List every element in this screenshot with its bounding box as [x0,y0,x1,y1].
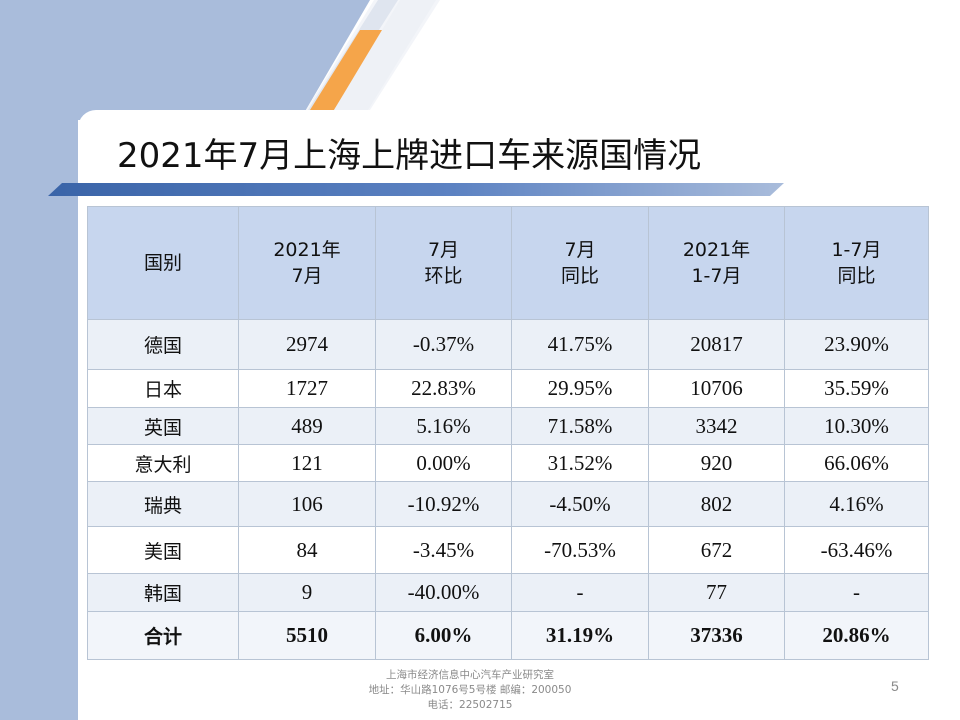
page-number: 5 [891,678,899,694]
country-cell: 韩国 [87,573,239,612]
value-cell: 10.30% [784,407,929,445]
value-cell: 22.83% [375,369,512,408]
value-cell: 802 [648,481,785,527]
value-cell: -63.46% [784,526,929,574]
value-cell: 41.75% [511,319,649,370]
value-cell: 35.59% [784,369,929,408]
value-cell: 29.95% [511,369,649,408]
footer-address: 地址：华山路1076号5号楼 邮编：200050 [368,684,572,696]
total-label-cell: 合计 [87,611,239,660]
value-cell: 1727 [238,369,376,408]
value-cell: 121 [238,444,376,482]
value-cell: -0.37% [375,319,512,370]
value-cell: 84 [238,526,376,574]
value-cell: 5.16% [375,407,512,445]
footer-org: 上海市经济信息中心汽车产业研究室 [386,669,554,681]
country-cell: 意大利 [87,444,239,482]
value-cell: 489 [238,407,376,445]
total-value-cell: 6.00% [375,611,512,660]
table-row: 韩国 9 -40.00% - 77 - [87,573,929,612]
value-cell: 3342 [648,407,785,445]
footer-phone: 电话：22502715 [427,699,513,711]
header-jul-2021: 2021年 7月 [238,206,376,320]
value-cell: 920 [648,444,785,482]
value-cell: 10706 [648,369,785,408]
value-cell: -40.00% [375,573,512,612]
total-value-cell: 37336 [648,611,785,660]
value-cell: -70.53% [511,526,649,574]
header-jul-yoy: 7月 同比 [511,206,649,320]
footer-contact: 上海市经济信息中心汽车产业研究室 地址：华山路1076号5号楼 邮编：20005… [340,668,600,713]
table-header-row: 国别 2021年 7月 7月 环比 7月 同比 2021年 1-7月 1-7月 同比 [87,206,929,320]
value-cell: - [511,573,649,612]
total-value-cell: 31.19% [511,611,649,660]
slide-title: 2021年7月上海上牌进口车来源国情况 [117,136,702,176]
value-cell: 66.06% [784,444,929,482]
value-cell: 2974 [238,319,376,370]
total-value-cell: 20.86% [784,611,929,660]
table-row: 英国 489 5.16% 71.58% 3342 10.30% [87,407,929,445]
country-cell: 美国 [87,526,239,574]
table-row: 德国 2974 -0.37% 41.75% 20817 23.90% [87,319,929,370]
country-cell: 德国 [87,319,239,370]
table-row: 美国 84 -3.45% -70.53% 672 -63.46% [87,526,929,574]
country-cell: 日本 [87,369,239,408]
value-cell: -10.92% [375,481,512,527]
country-cell: 瑞典 [87,481,239,527]
header-jan-jul-2021: 2021年 1-7月 [648,206,785,320]
value-cell: - [784,573,929,612]
value-cell: 71.58% [511,407,649,445]
header-jan-jul-yoy: 1-7月 同比 [784,206,929,320]
header-jul-mom: 7月 环比 [375,206,512,320]
table-row: 意大利 121 0.00% 31.52% 920 66.06% [87,444,929,482]
value-cell: 0.00% [375,444,512,482]
value-cell: 31.52% [511,444,649,482]
table-row: 日本 1727 22.83% 29.95% 10706 35.59% [87,369,929,408]
value-cell: 77 [648,573,785,612]
value-cell: 672 [648,526,785,574]
value-cell: 106 [238,481,376,527]
table-total-row: 合计 5510 6.00% 31.19% 37336 20.86% [87,611,929,660]
value-cell: 23.90% [784,319,929,370]
value-cell: 4.16% [784,481,929,527]
import-source-table: 国别 2021年 7月 7月 环比 7月 同比 2021年 1-7月 1-7月 同比 德国… [87,206,929,660]
value-cell: 9 [238,573,376,612]
total-value-cell: 5510 [238,611,376,660]
table-row: 瑞典 106 -10.92% -4.50% 802 4.16% [87,481,929,527]
header-country: 国别 [87,206,239,320]
value-cell: 20817 [648,319,785,370]
country-cell: 英国 [87,407,239,445]
value-cell: -3.45% [375,526,512,574]
value-cell: -4.50% [511,481,649,527]
